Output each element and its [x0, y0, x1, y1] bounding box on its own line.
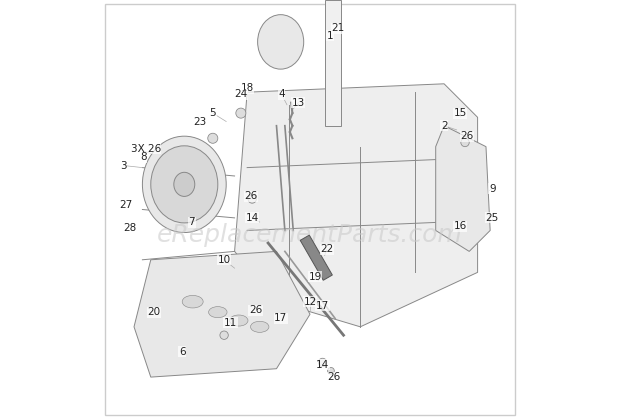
Ellipse shape: [143, 136, 226, 233]
Text: 15: 15: [453, 108, 467, 118]
Text: 14: 14: [246, 213, 259, 223]
Text: 10: 10: [218, 255, 231, 265]
Text: 8: 8: [140, 152, 146, 162]
Ellipse shape: [250, 321, 269, 332]
Ellipse shape: [260, 18, 301, 67]
Text: 11: 11: [224, 318, 237, 328]
Ellipse shape: [229, 315, 248, 326]
Text: 27: 27: [119, 200, 132, 210]
Text: 6: 6: [179, 347, 185, 357]
Text: 26: 26: [249, 305, 262, 315]
Text: 21: 21: [331, 23, 344, 34]
Text: eReplacementParts.com: eReplacementParts.com: [157, 222, 463, 247]
Text: 26: 26: [461, 131, 474, 141]
Circle shape: [248, 195, 256, 203]
Ellipse shape: [151, 146, 218, 223]
Ellipse shape: [174, 172, 195, 197]
Polygon shape: [134, 251, 310, 377]
Ellipse shape: [182, 295, 203, 308]
Text: 26: 26: [328, 372, 341, 382]
Polygon shape: [234, 84, 477, 327]
Text: 18: 18: [241, 83, 254, 93]
Circle shape: [327, 367, 334, 374]
Text: 1: 1: [327, 31, 334, 41]
Text: 3: 3: [120, 160, 127, 171]
Text: 28: 28: [123, 223, 136, 233]
Text: 13: 13: [291, 98, 305, 108]
Text: 2: 2: [441, 121, 448, 131]
Text: 25: 25: [485, 213, 499, 223]
Circle shape: [220, 331, 228, 339]
Ellipse shape: [258, 15, 304, 69]
Circle shape: [461, 138, 469, 147]
Text: 16: 16: [453, 221, 467, 231]
Ellipse shape: [274, 34, 288, 50]
Text: 3X 26: 3X 26: [131, 144, 161, 154]
Polygon shape: [436, 126, 490, 251]
Text: 12: 12: [303, 297, 317, 307]
Text: 14: 14: [316, 360, 329, 370]
Text: 9: 9: [489, 184, 495, 194]
Text: 17: 17: [316, 301, 329, 311]
Circle shape: [236, 108, 246, 118]
Polygon shape: [300, 235, 332, 280]
Ellipse shape: [208, 307, 227, 318]
Text: 24: 24: [234, 89, 247, 99]
Text: 22: 22: [320, 244, 334, 254]
Text: 20: 20: [148, 307, 161, 317]
Circle shape: [208, 133, 218, 143]
Text: 19: 19: [308, 272, 322, 282]
Text: 17: 17: [274, 313, 287, 323]
Text: 7: 7: [188, 217, 195, 227]
FancyBboxPatch shape: [325, 0, 340, 126]
Text: 23: 23: [193, 116, 207, 127]
Text: 5: 5: [210, 108, 216, 118]
Text: 4: 4: [278, 89, 285, 99]
Text: 26: 26: [245, 191, 258, 201]
Circle shape: [319, 358, 327, 367]
